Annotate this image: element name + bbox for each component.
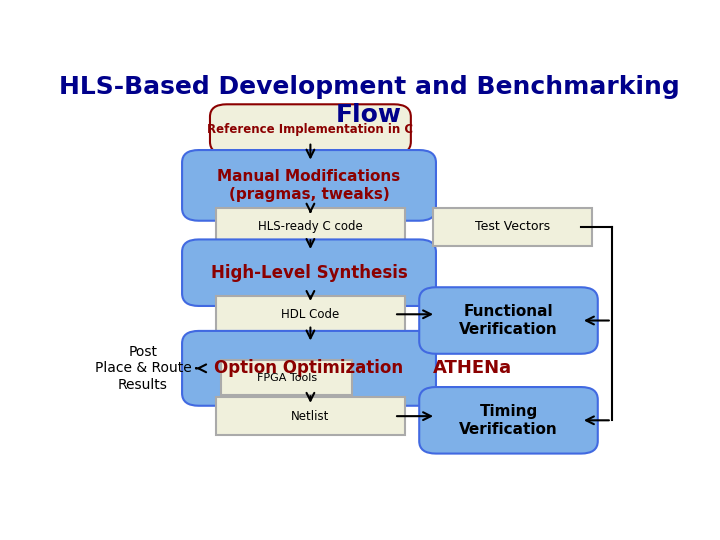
Text: Timing
Verification: Timing Verification	[459, 404, 558, 436]
FancyBboxPatch shape	[419, 287, 598, 354]
Text: Functional
Verification: Functional Verification	[459, 305, 558, 337]
Text: Test Vectors: Test Vectors	[475, 220, 550, 233]
FancyBboxPatch shape	[215, 397, 405, 435]
FancyBboxPatch shape	[182, 150, 436, 221]
FancyBboxPatch shape	[215, 208, 405, 246]
Text: Netlist: Netlist	[291, 410, 330, 423]
FancyBboxPatch shape	[433, 208, 592, 246]
Text: HDL Code: HDL Code	[282, 308, 340, 321]
Text: Manual Modifications
(pragmas, tweaks): Manual Modifications (pragmas, tweaks)	[217, 169, 400, 201]
FancyBboxPatch shape	[419, 387, 598, 454]
Text: Post
Place & Route
Results: Post Place & Route Results	[94, 345, 192, 392]
Text: Option Optimization: Option Optimization	[215, 359, 404, 377]
Text: ATHENa: ATHENa	[433, 359, 513, 377]
FancyBboxPatch shape	[182, 239, 436, 306]
Text: HLS-ready C code: HLS-ready C code	[258, 220, 363, 233]
Text: Reference Implementation in C: Reference Implementation in C	[207, 123, 413, 136]
Text: HLS-Based Development and Benchmarking
Flow: HLS-Based Development and Benchmarking F…	[58, 75, 680, 127]
Text: FPGA Tools: FPGA Tools	[256, 373, 317, 383]
FancyBboxPatch shape	[210, 104, 411, 154]
FancyBboxPatch shape	[215, 295, 405, 333]
FancyBboxPatch shape	[221, 360, 352, 395]
FancyBboxPatch shape	[182, 331, 436, 406]
Text: High-Level Synthesis: High-Level Synthesis	[211, 264, 408, 282]
